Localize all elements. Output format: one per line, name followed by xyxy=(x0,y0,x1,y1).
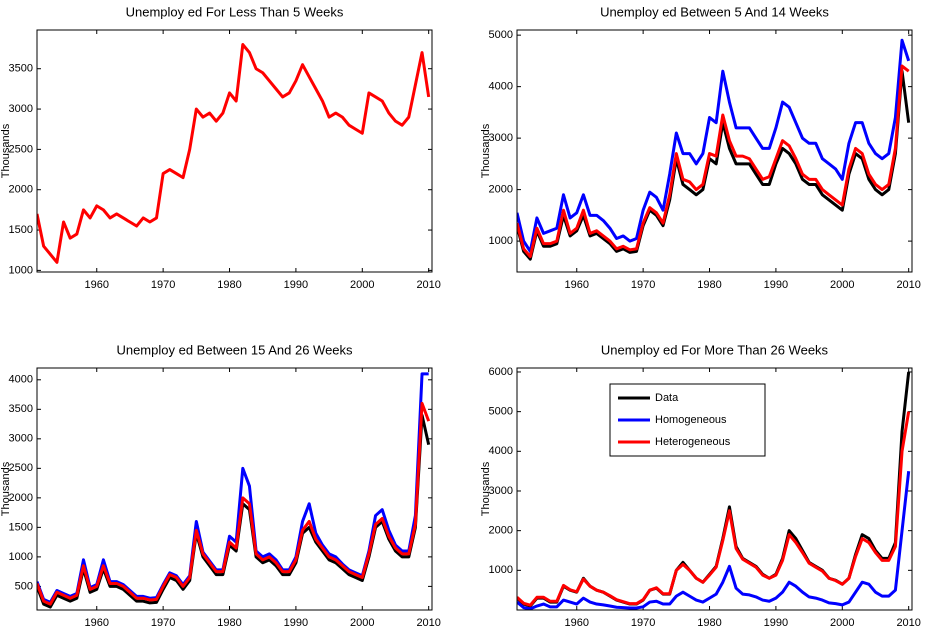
subplot: Unemploy ed For More Than 26 Weeks Thousa… xyxy=(480,342,921,628)
x-tick-label: 1970 xyxy=(631,279,655,291)
x-tick-label: 2010 xyxy=(896,617,920,629)
subplot: Unemploy ed Between 5 And 14 Weeks Thousa… xyxy=(480,4,921,290)
y-tick-label: 3000 xyxy=(489,485,513,497)
x-tick-label: 2000 xyxy=(350,279,374,291)
y-tick-label: 2000 xyxy=(489,184,513,196)
subplot: Unemploy ed Between 15 And 26 Weeks Thous… xyxy=(0,342,441,628)
y-tick-label: 2000 xyxy=(9,184,33,196)
plot-area xyxy=(37,368,432,610)
y-tick-label: 4000 xyxy=(489,445,513,457)
data-line xyxy=(517,64,910,259)
plot-frame xyxy=(516,29,913,273)
data-line xyxy=(37,43,431,264)
x-tick-label: 1980 xyxy=(697,279,721,291)
data-line xyxy=(517,38,911,253)
x-tick-label: 1960 xyxy=(85,617,109,629)
y-axis-label: Thousands xyxy=(480,461,492,516)
x-tick-label: 2010 xyxy=(416,279,440,291)
x-tick-label: 2000 xyxy=(350,617,374,629)
y-tick-label: 1500 xyxy=(9,521,33,533)
plot-area xyxy=(37,30,432,272)
legend-label: Heterogeneous xyxy=(655,436,731,448)
legend-label: Homogeneous xyxy=(655,414,727,426)
y-tick-label: 1000 xyxy=(9,264,33,276)
subplot: Unemploy ed For Less Than 5 Weeks Thousan… xyxy=(0,4,441,290)
x-tick-label: 1960 xyxy=(565,617,589,629)
x-tick-label: 1980 xyxy=(697,617,721,629)
x-tick-label: 2010 xyxy=(416,617,440,629)
x-tick-label: 1960 xyxy=(85,279,109,291)
y-tick-label: 4000 xyxy=(9,374,33,386)
x-tick-label: 2010 xyxy=(896,279,920,291)
x-tick-label: 1960 xyxy=(565,279,589,291)
y-tick-label: 5000 xyxy=(489,29,513,41)
x-tick-label: 1990 xyxy=(764,617,788,629)
data-line xyxy=(37,401,431,606)
y-tick-label: 2500 xyxy=(9,143,33,155)
x-tick-label: 1990 xyxy=(284,617,308,629)
x-tick-label: 2000 xyxy=(830,279,854,291)
y-tick-label: 1000 xyxy=(9,551,33,563)
y-tick-label: 3000 xyxy=(9,433,33,445)
x-tick-label: 1970 xyxy=(151,617,175,629)
y-tick-label: 500 xyxy=(15,580,33,592)
y-tick-label: 3000 xyxy=(9,103,33,115)
y-tick-label: 1500 xyxy=(9,224,33,236)
y-tick-label: 5000 xyxy=(489,406,513,418)
y-tick-label: 1000 xyxy=(489,235,513,247)
chart-title: Unemploy ed For Less Than 5 Weeks xyxy=(126,4,344,19)
plot-frame xyxy=(36,29,433,273)
y-axis-label: Thousands xyxy=(0,461,12,516)
chart-title: Unemploy ed Between 15 And 26 Weeks xyxy=(116,342,353,357)
x-tick-label: 1980 xyxy=(217,279,241,291)
y-tick-label: 2000 xyxy=(489,525,513,537)
x-tick-label: 1970 xyxy=(151,279,175,291)
y-tick-label: 2500 xyxy=(9,462,33,474)
data-line xyxy=(517,411,911,607)
y-axis-label: Thousands xyxy=(480,123,492,178)
y-tick-label: 3500 xyxy=(9,63,33,75)
chart-title: Unemploy ed Between 5 And 14 Weeks xyxy=(600,4,829,19)
x-tick-label: 1980 xyxy=(217,617,241,629)
plot-frame xyxy=(516,367,913,611)
x-tick-label: 2000 xyxy=(830,617,854,629)
plot-frame xyxy=(36,367,433,611)
legend-label: Data xyxy=(655,392,679,404)
y-tick-label: 1000 xyxy=(489,564,513,576)
y-tick-label: 3000 xyxy=(489,132,513,144)
data-line xyxy=(517,470,911,610)
y-tick-label: 4000 xyxy=(489,81,513,93)
plot-area xyxy=(517,30,912,272)
x-tick-label: 1990 xyxy=(764,279,788,291)
y-tick-label: 3500 xyxy=(9,403,33,415)
chart-title: Unemploy ed For More Than 26 Weeks xyxy=(601,342,829,357)
x-tick-label: 1990 xyxy=(284,279,308,291)
x-tick-label: 1970 xyxy=(631,617,655,629)
y-tick-label: 6000 xyxy=(489,366,513,378)
y-tick-label: 2000 xyxy=(9,492,33,504)
y-axis-label: Thousands xyxy=(0,123,12,178)
